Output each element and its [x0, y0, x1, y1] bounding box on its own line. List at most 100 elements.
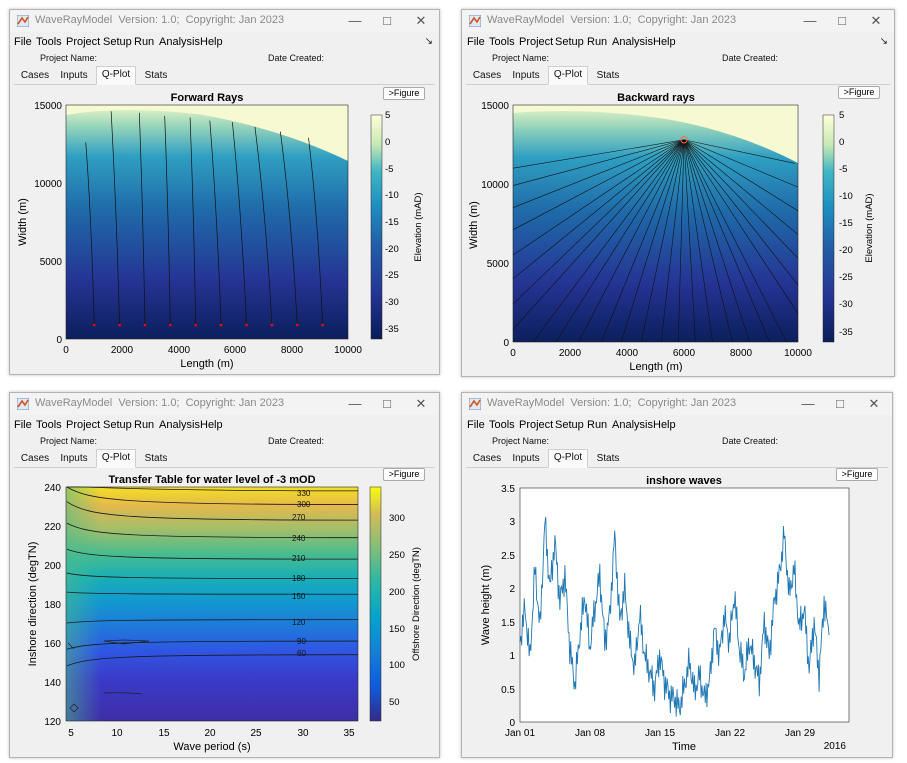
close-icon[interactable]: ✕: [415, 396, 427, 411]
menu-run[interactable]: Run: [587, 419, 608, 431]
y-tick-label: 120: [44, 717, 61, 728]
ray-start-marker: [270, 323, 274, 327]
colorbar-tick-labels: 5 0 -5 -10 -15 -20 -25 -30 -35: [385, 110, 399, 335]
tab-stats[interactable]: Stats: [140, 451, 172, 466]
tab-cases[interactable]: Cases: [470, 451, 504, 466]
y-tick-label: 220: [44, 522, 61, 533]
x-tick-label: 30: [297, 728, 309, 739]
menu-tools[interactable]: Tools: [36, 419, 62, 431]
minimize-icon[interactable]: —: [801, 396, 815, 411]
maximize-icon[interactable]: □: [383, 396, 391, 411]
q-plot-panel: >Figure inshore waves Jan 01 Jan 08 Jan …: [466, 468, 888, 753]
ray-start-marker: [245, 323, 248, 327]
chart-title: inshore waves: [646, 475, 722, 487]
maximize-icon[interactable]: □: [838, 13, 846, 28]
ray-start-markers: [92, 323, 324, 327]
menu-run[interactable]: Run: [134, 36, 155, 48]
maximize-icon[interactable]: □: [383, 13, 391, 28]
tab-q-plot[interactable]: Q-Plot: [96, 66, 136, 85]
menu-project[interactable]: Project: [66, 419, 101, 431]
figure-button[interactable]: >Figure: [836, 468, 878, 481]
window-title: WaveRayModel Version: 1.0; Copyright: Ja…: [487, 14, 737, 26]
menu-analysis[interactable]: Analysis: [159, 419, 200, 431]
menu-tools[interactable]: Tools: [489, 419, 515, 431]
title-bar[interactable]: WaveRayModel Version: 1.0; Copyright: Ja…: [10, 393, 439, 415]
menu-file[interactable]: File: [467, 36, 485, 48]
menu-setup[interactable]: Setup: [103, 36, 132, 48]
close-icon[interactable]: ✕: [868, 396, 880, 411]
forward-ray: [232, 122, 247, 325]
menu-setup[interactable]: Setup: [555, 419, 584, 431]
x-tick-label: 6000: [224, 345, 247, 356]
dock-pin-icon[interactable]: ↘: [424, 36, 433, 47]
backward-ray: [683, 139, 799, 235]
tab-cases[interactable]: Cases: [470, 68, 504, 83]
menu-help[interactable]: Help: [653, 419, 676, 431]
colorbar-tick: 5: [385, 110, 390, 121]
menu-analysis[interactable]: Analysis: [612, 36, 653, 48]
backward-ray-lines: [512, 139, 799, 343]
tab-cases[interactable]: Cases: [18, 451, 52, 466]
x-tick-label: 8000: [281, 345, 304, 356]
title-bar[interactable]: WaveRayModel Version: 1.0; Copyright: Ja…: [10, 10, 439, 32]
x-tick-label: 10000: [784, 348, 812, 359]
app-window-forward-rays: WaveRayModel Version: 1.0; Copyright: Ja…: [9, 9, 440, 375]
menu-project[interactable]: Project: [66, 36, 101, 48]
minimize-icon[interactable]: —: [348, 396, 362, 411]
y-tick-labels: 0 5000 10000 15000: [481, 101, 509, 349]
tab-q-plot[interactable]: Q-Plot: [548, 449, 588, 468]
backward-ray: [683, 139, 799, 188]
x-tick-label: 2000: [559, 348, 582, 359]
x-tick-label: 2000: [111, 345, 134, 356]
menu-analysis[interactable]: Analysis: [612, 419, 653, 431]
colorbar-tick-labels: 300 250 200 150 100 50: [389, 513, 405, 708]
tab-q-plot[interactable]: Q-Plot: [548, 66, 588, 85]
contour-label: 90: [297, 637, 306, 646]
menu-project[interactable]: Project: [519, 419, 554, 431]
tab-inputs[interactable]: Inputs: [56, 68, 92, 83]
menu-tools[interactable]: Tools: [489, 36, 515, 48]
menu-run[interactable]: Run: [587, 36, 608, 48]
y-tick-labels: 0 5000 10000 15000: [34, 101, 62, 346]
figure-button[interactable]: >Figure: [383, 87, 425, 100]
menu-analysis[interactable]: Analysis: [159, 36, 200, 48]
menu-file[interactable]: File: [14, 419, 32, 431]
menu-run[interactable]: Run: [134, 419, 155, 431]
tab-stats[interactable]: Stats: [592, 451, 624, 466]
forward-ray: [209, 120, 222, 325]
menu-setup[interactable]: Setup: [103, 419, 132, 431]
tab-stats[interactable]: Stats: [592, 68, 624, 83]
title-bar[interactable]: WaveRayModel Version: 1.0; Copyright: Ja…: [462, 393, 892, 415]
y-tick-label: 160: [44, 639, 61, 650]
figure-button[interactable]: >Figure: [838, 86, 880, 99]
menu-setup[interactable]: Setup: [555, 36, 584, 48]
colorbar-tick: -30: [839, 299, 853, 310]
menu-help[interactable]: Help: [653, 36, 676, 48]
tab-stats[interactable]: Stats: [140, 68, 172, 83]
tab-q-plot[interactable]: Q-Plot: [96, 449, 136, 468]
menu-file[interactable]: File: [467, 419, 485, 431]
close-icon[interactable]: ✕: [415, 13, 427, 28]
tab-inputs[interactable]: Inputs: [508, 451, 544, 466]
tab-cases[interactable]: Cases: [18, 68, 52, 83]
menu-project[interactable]: Project: [519, 36, 554, 48]
colorbar: [369, 486, 382, 722]
matlab-app-icon: [469, 398, 481, 410]
tab-inputs[interactable]: Inputs: [508, 68, 544, 83]
y-tick-labels: 0 0.5 1 1.5 2 2.5 3 3.5: [501, 484, 515, 729]
dock-pin-icon[interactable]: ↘: [879, 36, 888, 47]
menu-help[interactable]: Help: [200, 419, 223, 431]
ray-start-marker: [219, 323, 223, 327]
minimize-icon[interactable]: —: [348, 13, 362, 28]
menu-tools[interactable]: Tools: [36, 36, 62, 48]
title-bar[interactable]: WaveRayModel Version: 1.0; Copyright: Ja…: [462, 10, 894, 32]
y-tick-label: 0: [503, 338, 509, 349]
minimize-icon[interactable]: —: [803, 13, 817, 28]
tab-strip: Cases Inputs Q-Plot Stats: [466, 449, 888, 468]
figure-button[interactable]: >Figure: [383, 468, 425, 481]
tab-inputs[interactable]: Inputs: [56, 451, 92, 466]
menu-file[interactable]: File: [14, 36, 32, 48]
close-icon[interactable]: ✕: [870, 13, 882, 28]
menu-help[interactable]: Help: [200, 36, 223, 48]
maximize-icon[interactable]: □: [836, 396, 844, 411]
